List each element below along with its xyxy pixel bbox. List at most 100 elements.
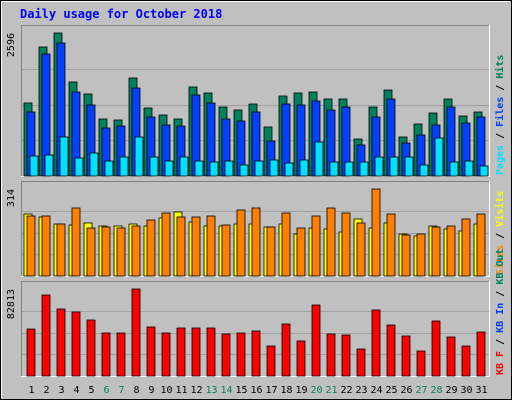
x-tick-label-day-3: 3 [58,385,64,396]
bar-sites-day-6 [101,226,111,277]
y-axis-series-labels: KB F / KB In / KB Out [495,249,506,375]
bar-kb-f-day-27 [416,350,426,377]
bar-sites-day-31 [476,213,486,277]
x-tick-label-day-26: 26 [400,385,412,396]
series-name: Pages [495,145,506,175]
x-tick-label-day-14: 14 [220,385,232,396]
bar-pages-day-21 [329,161,339,177]
x-tick-label-day-24: 24 [370,385,382,396]
series-name: KB F [495,351,506,375]
bar-sites-day-13 [206,215,216,277]
bar-pages-day-23 [359,161,369,177]
series-sites [26,188,486,277]
x-tick-label-day-6: 6 [103,385,109,396]
x-tick-label-day-19: 19 [295,385,307,396]
bar-pages-day-5 [89,152,99,177]
y-axis-series-labels: Pages / Files / Hits [494,55,506,175]
bar-pages-day-29 [449,161,459,177]
bar-pages-day-7 [119,156,129,177]
bar-pages-day-6 [104,160,114,177]
series-name: KB Out [495,249,506,285]
bar-sites-day-17 [266,226,276,277]
bar-sites-day-25 [386,213,396,277]
series-name: KB In [495,303,506,333]
x-tick-label-day-22: 22 [340,385,352,396]
bar-pages-day-9 [149,156,159,177]
x-tick-label-day-1: 1 [28,385,34,396]
bar-sites-day-26 [401,234,411,277]
y-axis-series-label: Pages / Files / Hits [494,55,506,175]
x-tick-label-day-12: 12 [190,385,202,396]
bar-pages-day-19 [299,159,309,177]
bar-kb-f-day-1 [26,328,36,377]
y-axis-series-label: Sites / Visits [494,191,506,275]
bar-pages-day-14 [224,160,234,177]
series-name: Files [494,97,506,127]
bar-pages-day-18 [284,162,294,177]
bar-kb-f-day-23 [356,348,366,377]
x-tick-label-day-28: 28 [430,385,442,396]
bar-kb-f-day-13 [206,327,216,377]
bar-kb-f-day-26 [401,335,411,377]
bar-pages-day-10 [164,160,174,177]
bar-kb-f-day-18 [281,323,291,377]
series-name: Sites [494,245,506,275]
chart-panel-hits-files-pages: 2596 Pages / Files / Hits [6,25,506,177]
bar-kb-f-day-24 [371,309,381,377]
series-name: Hits [494,55,506,79]
x-tick-label-day-21: 21 [325,385,337,396]
x-tick-label-day-2: 2 [43,385,49,396]
bar-pages-day-1 [29,155,39,177]
bar-sites-day-28 [431,226,441,277]
bar-kb-f-day-16 [251,330,261,377]
bar-sites-day-3 [56,223,66,277]
bar-sites-day-14 [221,224,231,277]
y-axis-series-labels: Sites / Visits [494,191,506,275]
y-axis-series-label: KB F / KB In / KB Out [495,249,506,375]
bar-sites-day-29 [446,225,456,277]
bar-sites-day-21 [326,207,336,277]
bar-kb-f-day-4 [71,311,81,377]
x-axis-day-labels: 1 2 3 4 5 6 7 8 9 10 11 12 13 14 15 16 17 18 19 20 21 22 23 24 2… [28,385,487,396]
x-tick-label-day-29: 29 [445,385,457,396]
bar-kb-f-day-11 [176,327,186,377]
bar-pages-day-17 [269,159,279,177]
bar-sites-day-22 [341,212,351,277]
bar-pages-day-12 [194,160,204,177]
label-separator: / [495,227,506,245]
bar-sites-day-5 [86,227,96,277]
bar-sites-day-20 [311,215,321,277]
bar-pages-day-20 [314,141,324,177]
chart-panels: 2596 Pages / Files / Hits 314 Sites / Visit… [6,25,506,377]
x-tick-label-day-4: 4 [73,385,79,396]
y-axis-max-label: 314 [6,189,17,207]
bar-pages-day-31 [479,165,489,177]
bar-sites-day-24 [371,188,381,277]
x-tick-label-day-27: 27 [415,385,427,396]
bar-kb-f-day-20 [311,304,321,377]
bar-kb-f-day-5 [86,319,96,377]
x-tick-label-day-13: 13 [205,385,217,396]
bar-pages-day-22 [344,161,354,177]
label-separator: / [495,285,506,303]
x-tick-label-day-17: 17 [265,385,277,396]
bar-kb-f-day-3 [56,308,66,377]
bar-pages-day-8 [134,136,144,177]
bar-sites-day-18 [281,212,291,277]
bar-pages-day-24 [374,156,384,177]
chart-panel-kbytes: 82813 KB F / KB In / KB Out [6,249,506,377]
series-kb-f [26,288,486,377]
bar-kb-f-day-25 [386,324,396,377]
x-tick-label-day-31: 31 [475,385,487,396]
x-tick-label-day-23: 23 [355,385,367,396]
bar-sites-day-12 [191,216,201,277]
bar-kb-f-day-28 [431,320,441,377]
bar-kb-f-day-30 [461,345,471,377]
bar-sites-day-10 [161,212,171,277]
chart-title: Daily usage for October 2018 [20,7,222,21]
x-tick-label-day-5: 5 [88,385,94,396]
x-tick-label-day-16: 16 [250,385,262,396]
bar-pages-day-25 [389,156,399,177]
x-tick-label-day-20: 20 [310,385,322,396]
